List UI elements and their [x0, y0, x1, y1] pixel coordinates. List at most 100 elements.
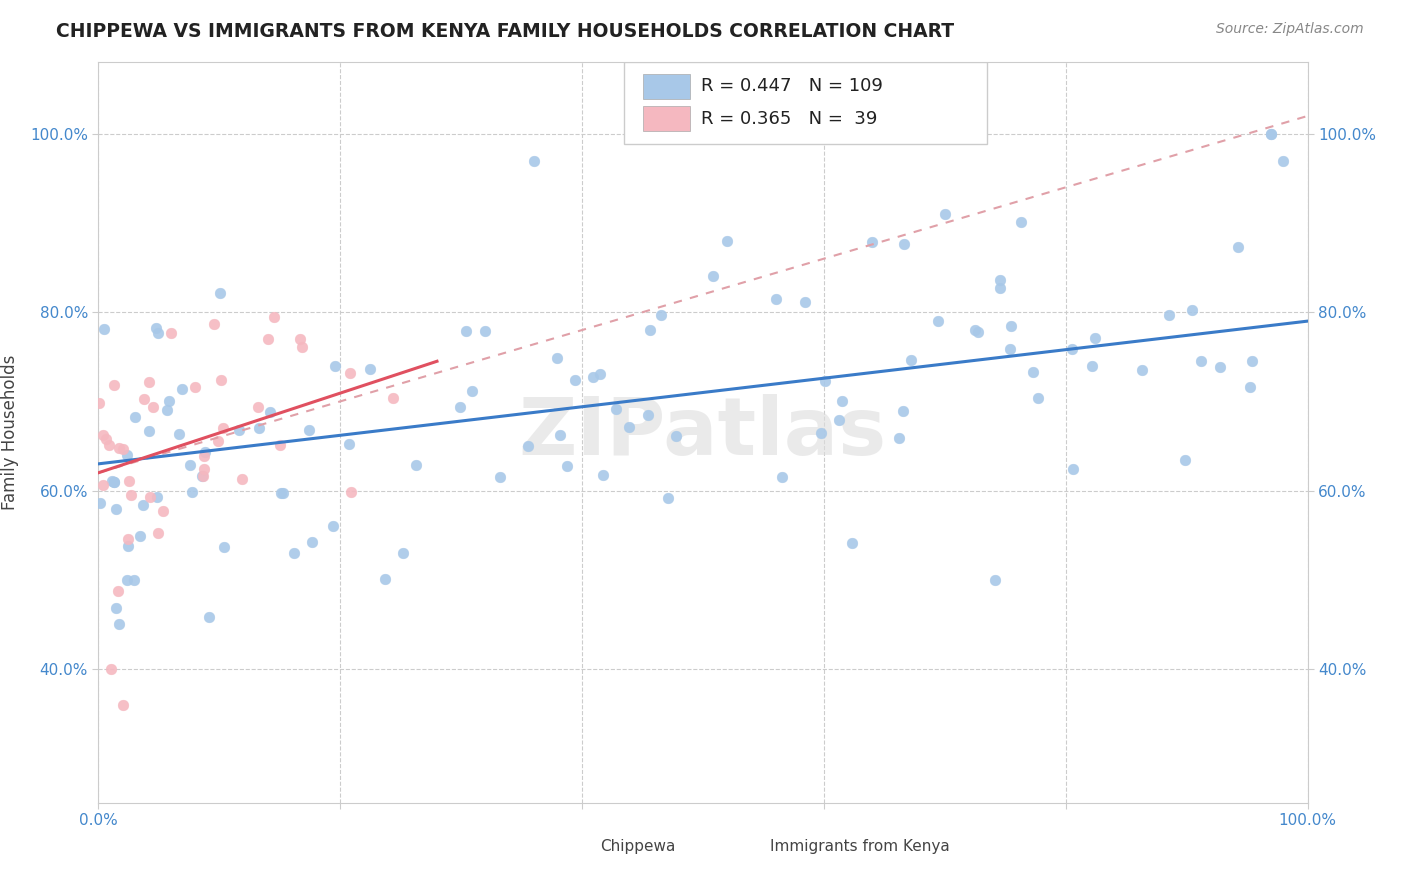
- Point: [794, 294, 817, 309]
- Point: [1062, 461, 1084, 475]
- Point: [988, 281, 1011, 295]
- Point: [1260, 127, 1282, 141]
- Point: [124, 410, 146, 425]
- Point: [891, 404, 914, 418]
- Point: [592, 468, 614, 483]
- Point: [211, 420, 233, 434]
- Point: [1191, 354, 1213, 368]
- Point: [256, 332, 278, 346]
- Point: [181, 485, 204, 500]
- Point: [814, 374, 837, 388]
- Point: [934, 207, 956, 221]
- Point: [489, 470, 512, 484]
- Point: [831, 394, 853, 409]
- Point: [156, 402, 179, 417]
- Point: [146, 525, 169, 540]
- Point: [259, 405, 281, 419]
- Point: [323, 359, 346, 374]
- Point: [339, 367, 361, 381]
- Point: [1084, 331, 1107, 345]
- Y-axis label: Family Households: Family Households: [1, 355, 18, 510]
- Point: [557, 458, 579, 473]
- Point: [516, 439, 538, 453]
- Point: [967, 325, 990, 339]
- Point: [269, 438, 291, 452]
- Point: [301, 535, 323, 549]
- Point: [122, 574, 145, 588]
- Text: Chippewa: Chippewa: [600, 839, 676, 854]
- Point: [97, 438, 120, 452]
- Point: [716, 234, 738, 248]
- FancyBboxPatch shape: [643, 106, 690, 131]
- Point: [105, 502, 128, 516]
- Point: [381, 392, 404, 406]
- Point: [1260, 127, 1282, 141]
- Point: [120, 488, 142, 502]
- Point: [523, 153, 546, 168]
- Point: [582, 370, 605, 384]
- Point: [474, 324, 496, 338]
- Point: [1021, 365, 1043, 379]
- Point: [132, 392, 155, 407]
- Point: [548, 428, 571, 442]
- Point: [157, 393, 180, 408]
- Point: [111, 698, 134, 712]
- Point: [1208, 360, 1230, 375]
- FancyBboxPatch shape: [643, 73, 690, 99]
- Point: [118, 474, 141, 488]
- Point: [322, 518, 344, 533]
- Point: [117, 539, 139, 553]
- Point: [860, 235, 883, 250]
- Point: [191, 469, 214, 483]
- Point: [108, 441, 131, 455]
- Point: [194, 445, 217, 459]
- Point: [1181, 302, 1204, 317]
- Point: [650, 308, 672, 322]
- Point: [339, 485, 361, 500]
- Point: [900, 353, 922, 368]
- Point: [665, 429, 688, 443]
- Point: [270, 486, 292, 500]
- Point: [810, 426, 832, 441]
- Point: [828, 413, 851, 427]
- Point: [291, 340, 314, 354]
- Point: [100, 662, 122, 676]
- Point: [131, 498, 153, 512]
- Point: [93, 477, 115, 491]
- Point: [103, 475, 125, 489]
- Point: [290, 332, 312, 346]
- Point: [638, 323, 661, 337]
- Point: [172, 382, 194, 396]
- Point: [184, 380, 207, 394]
- Point: [359, 362, 381, 376]
- Point: [167, 426, 190, 441]
- Point: [637, 408, 659, 422]
- Point: [1159, 309, 1181, 323]
- Point: [988, 273, 1011, 287]
- Point: [87, 395, 110, 409]
- Point: [605, 401, 627, 416]
- Point: [619, 420, 641, 434]
- Point: [374, 573, 396, 587]
- Point: [193, 449, 215, 463]
- Point: [589, 367, 612, 381]
- Point: [146, 326, 169, 340]
- Point: [927, 314, 949, 328]
- Point: [564, 373, 586, 387]
- Point: [145, 321, 167, 335]
- Text: R = 0.447   N = 109: R = 0.447 N = 109: [700, 77, 883, 95]
- Point: [1174, 452, 1197, 467]
- Point: [228, 423, 250, 437]
- Text: ZIPatlas: ZIPatlas: [519, 393, 887, 472]
- Point: [963, 323, 986, 337]
- Point: [152, 504, 174, 518]
- Text: Source: ZipAtlas.com: Source: ZipAtlas.com: [1216, 22, 1364, 37]
- FancyBboxPatch shape: [724, 837, 759, 856]
- Point: [108, 616, 131, 631]
- Point: [1239, 380, 1261, 394]
- Point: [887, 431, 910, 445]
- Point: [1028, 391, 1050, 405]
- Point: [231, 472, 253, 486]
- FancyBboxPatch shape: [624, 62, 987, 144]
- Point: [91, 427, 114, 442]
